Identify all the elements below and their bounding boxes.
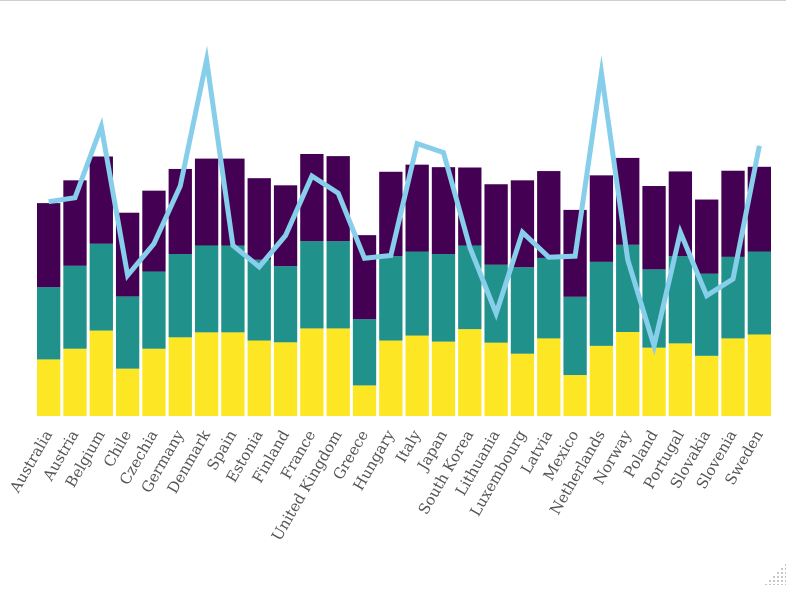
bar-lithuania-series-3 — [484, 184, 508, 265]
bar-mexico-series-2 — [563, 296, 587, 376]
bar-slovenia-series-3 — [721, 170, 745, 257]
bar-south-korea-series-1 — [458, 329, 482, 416]
bar-slovakia-series-2 — [695, 273, 719, 356]
bar-latvia-series-3 — [537, 171, 561, 258]
bar-latvia-series-1 — [537, 338, 561, 416]
bar-estonia-series-1 — [247, 340, 271, 416]
bar-denmark-series-1 — [194, 332, 219, 416]
bar-germany-series-3 — [168, 168, 192, 255]
bar-germany-series-1 — [168, 337, 192, 416]
line-layer — [48, 45, 762, 356]
bar-denmark-series-3 — [194, 158, 219, 246]
bar-australia-series-3 — [37, 203, 61, 288]
bar-portugal-series-3 — [668, 171, 693, 257]
bar-japan-series-2 — [431, 254, 456, 342]
x-tick-labels: AustraliaAustriaBelgiumChileCzechiaGerma… — [6, 426, 767, 544]
bar-estonia-series-2 — [247, 259, 271, 341]
bar-austria-series-1 — [63, 348, 87, 416]
bar-sweden-series-2 — [747, 251, 771, 335]
bar-italy-series-1 — [405, 335, 429, 416]
bar-spain-series-2 — [221, 245, 245, 333]
bar-spain-series-3 — [221, 158, 245, 246]
bar-france-series-3 — [300, 153, 324, 242]
bar-south-korea-series-2 — [458, 245, 482, 330]
bar-denmark-series-2 — [194, 245, 219, 333]
bar-lithuania-series-1 — [484, 342, 508, 416]
top-border — [0, 0, 786, 1]
bar-japan-series-3 — [431, 167, 456, 255]
bar-finland-series-2 — [273, 266, 298, 343]
bar-hungary-series-1 — [379, 340, 403, 416]
bar-finland-series-3 — [273, 185, 298, 267]
bar-italy-series-3 — [405, 164, 429, 252]
bar-italy-series-2 — [405, 251, 429, 336]
bar-spain-series-1 — [221, 332, 245, 416]
bar-latvia-series-2 — [537, 257, 561, 339]
bar-belgium-series-1 — [89, 330, 113, 416]
bar-slovakia-series-3 — [695, 199, 719, 274]
bar-united-kingdom-series-2 — [326, 241, 350, 329]
bar-chile-series-2 — [115, 296, 140, 369]
bar-slovenia-series-1 — [721, 338, 745, 416]
bar-chile-series-1 — [115, 368, 140, 416]
bar-lithuania-series-2 — [484, 264, 508, 343]
bar-portugal-series-2 — [668, 256, 693, 344]
bar-france-series-2 — [300, 241, 324, 329]
bar-layer — [37, 153, 771, 416]
bar-belgium-series-3 — [89, 156, 113, 244]
bar-australia-series-1 — [37, 359, 61, 416]
bar-netherlands-series-1 — [589, 345, 614, 416]
bar-united-kingdom-series-1 — [326, 328, 350, 416]
bar-south-korea-series-3 — [458, 167, 482, 246]
bar-hungary-series-2 — [379, 256, 403, 341]
bar-france-series-1 — [300, 328, 324, 416]
bar-slovakia-series-1 — [695, 355, 719, 416]
bar-slovenia-series-2 — [721, 256, 745, 339]
bar-greece-series-3 — [352, 235, 377, 320]
bar-czechia-series-2 — [142, 271, 166, 349]
bar-germany-series-2 — [168, 254, 192, 338]
bar-norway-series-1 — [616, 331, 640, 416]
bar-norway-series-2 — [616, 244, 640, 332]
bar-sweden-series-1 — [747, 334, 771, 416]
bar-belgium-series-2 — [89, 243, 113, 331]
bar-poland-series-3 — [642, 186, 666, 270]
bar-finland-series-1 — [273, 342, 298, 416]
bar-austria-series-2 — [63, 265, 87, 349]
bar-czechia-series-1 — [142, 348, 166, 416]
bar-netherlands-series-2 — [589, 261, 614, 346]
bar-australia-series-2 — [37, 287, 61, 360]
bar-japan-series-1 — [431, 341, 456, 416]
bar-greece-series-2 — [352, 319, 377, 386]
bar-austria-series-3 — [63, 180, 87, 266]
bar-netherlands-series-3 — [589, 175, 614, 262]
bar-mexico-series-1 — [563, 375, 587, 416]
bar-estonia-series-3 — [247, 178, 271, 260]
line-series — [48, 45, 762, 356]
bar-poland-series-1 — [642, 347, 666, 416]
bar-greece-series-1 — [352, 385, 377, 416]
bar-luxembourg-series-1 — [510, 353, 535, 416]
bar-portugal-series-1 — [668, 343, 693, 416]
bar-luxembourg-series-2 — [510, 267, 535, 354]
